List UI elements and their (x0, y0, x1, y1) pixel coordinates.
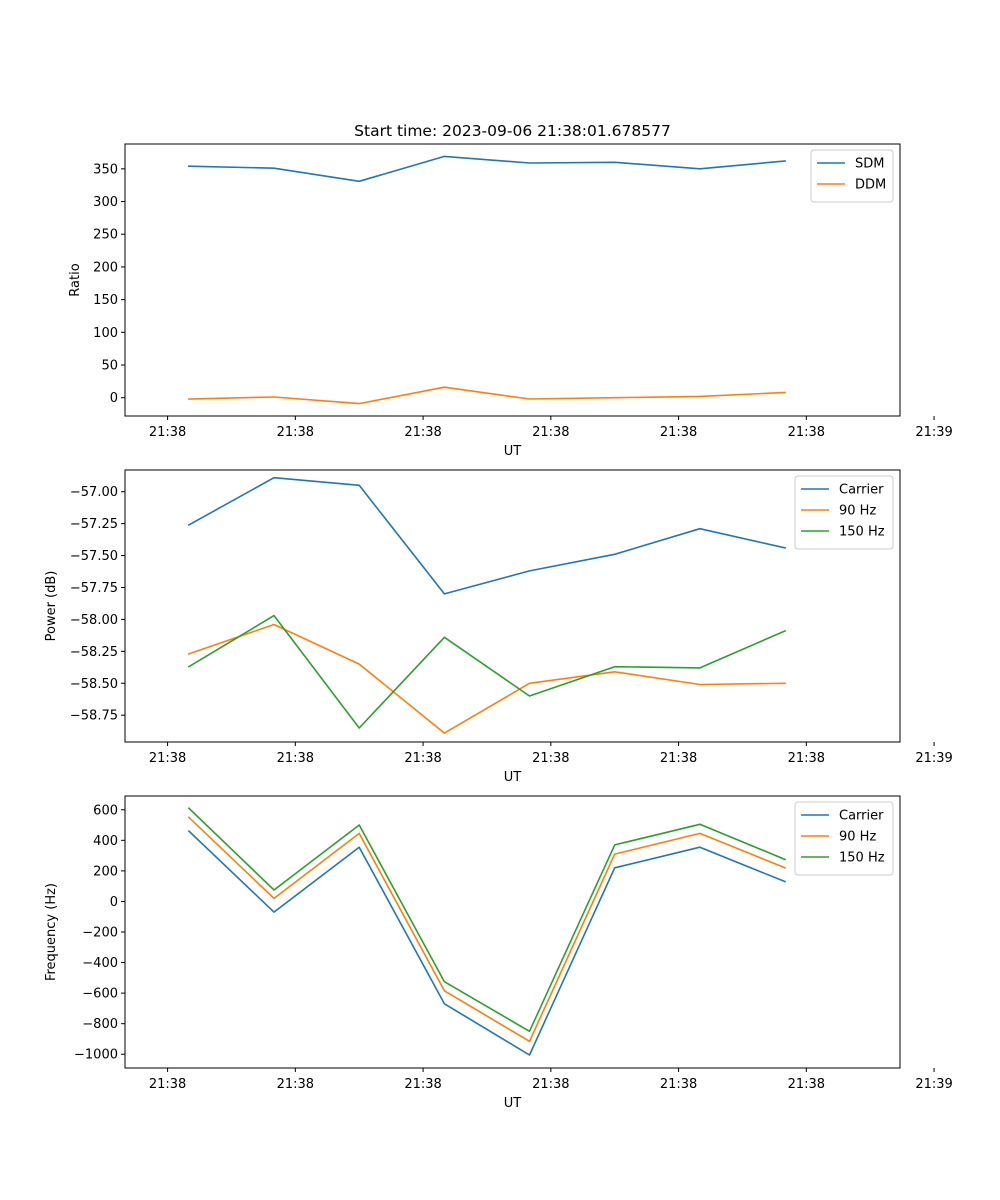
legend: Carrier 90 Hz 150 Hz (794, 801, 894, 876)
legend: SDM DDM (810, 149, 894, 203)
x-tick-label: 21:38 (149, 751, 186, 766)
x-tick-label: 21:38 (532, 1077, 569, 1092)
chart-panel-3: 21:38 21:38 21:38 21:38 21:38 21:38 21:39 600 40… (44, 795, 953, 1111)
y-axis-label: Frequency (Hz) (44, 883, 59, 981)
y-tick-label: 350 (93, 162, 118, 177)
x-tick-label: 21:38 (532, 751, 569, 766)
y-tick-label: 300 (93, 195, 118, 210)
y-tick-label: 250 (93, 228, 118, 243)
y-tick-label: −57.75 (70, 581, 118, 596)
x-tick-label: 21:38 (404, 751, 441, 766)
x-tick-label: 21:38 (149, 1077, 186, 1092)
y-tick-label: −58.75 (70, 709, 118, 724)
x-tick-label: 21:38 (277, 425, 314, 440)
x-tick-label: 21:38 (149, 425, 186, 440)
chart-title: Start time: 2023-09-06 21:38:01.678577 (354, 122, 671, 140)
x-tick-label: 21:39 (915, 425, 952, 440)
y-tick-label: −800 (82, 1017, 118, 1032)
y-tick-label: −58.00 (70, 613, 118, 628)
chart-panel-2: 21:38 21:38 21:38 21:38 21:38 21:38 21:39 −57.0… (44, 469, 953, 785)
y-tick-label: 200 (93, 260, 118, 275)
x-tick-label: 21:38 (404, 1077, 441, 1092)
x-tick-label: 21:39 (915, 751, 952, 766)
x-tick-label: 21:38 (788, 751, 825, 766)
y-tick-label: −57.50 (70, 549, 118, 564)
series-line-90-hz (187, 816, 787, 1043)
y-tick-label: −400 (82, 956, 118, 971)
y-tick-label: −58.25 (70, 645, 118, 660)
y-tick-label: 100 (93, 326, 118, 341)
legend-label: 150 Hz (839, 851, 885, 866)
y-tick-label: −200 (82, 926, 118, 941)
legend-label: Carrier (839, 483, 884, 498)
series-line-ddm (188, 386, 786, 405)
x-tick-label: 21:39 (915, 1077, 952, 1092)
y-tick-label: 600 (93, 803, 118, 818)
y-tick-label: 0 (110, 391, 118, 406)
legend-label: 150 Hz (839, 525, 885, 540)
y-tick-label: −1000 (74, 1048, 118, 1063)
series-line-carrier (187, 476, 786, 595)
series-line-150-hz (187, 614, 787, 729)
x-tick-label: 21:38 (532, 425, 569, 440)
legend-label: DDM (855, 178, 886, 193)
chart-panel-1: 21:38 21:38 21:38 21:38 21:38 21:38 21:39 0 50 10… (68, 143, 953, 459)
x-tick-label: 21:38 (277, 1077, 314, 1092)
y-tick-label: −57.00 (70, 485, 118, 500)
axes-frame (124, 143, 901, 417)
x-axis-label: UT (504, 770, 522, 785)
y-tick-label: 200 (93, 864, 118, 879)
x-axis-label: UT (504, 1096, 522, 1111)
legend: Carrier 90 Hz 150 Hz (794, 475, 894, 550)
series-line-90-hz (187, 623, 786, 734)
x-axis-label: UT (504, 444, 522, 459)
axes-frame (124, 469, 901, 743)
y-axis-label: Ratio (68, 263, 83, 296)
y-tick-label: 50 (101, 359, 118, 374)
x-tick-label: 21:38 (277, 751, 314, 766)
y-tick-label: 0 (110, 895, 118, 910)
y-tick-label: 150 (93, 293, 118, 308)
series-line-sdm (188, 155, 786, 183)
series-line-150-hz (187, 807, 787, 1033)
y-tick-label: −600 (82, 987, 118, 1002)
y-tick-label: −57.25 (70, 517, 118, 532)
legend-label: Carrier (839, 809, 884, 824)
y-tick-label: −58.50 (70, 677, 118, 692)
x-tick-label: 21:38 (660, 1077, 697, 1092)
y-tick-label: 400 (93, 834, 118, 849)
series-line-carrier (187, 829, 787, 1056)
legend-label: SDM (855, 157, 884, 172)
x-tick-label: 21:38 (788, 425, 825, 440)
legend-label: 90 Hz (839, 830, 876, 845)
x-tick-label: 21:38 (404, 425, 441, 440)
x-tick-label: 21:38 (788, 1077, 825, 1092)
legend-label: 90 Hz (839, 504, 876, 519)
x-tick-label: 21:38 (660, 751, 697, 766)
x-tick-label: 21:38 (660, 425, 697, 440)
y-axis-label: Power (dB) (44, 571, 59, 642)
